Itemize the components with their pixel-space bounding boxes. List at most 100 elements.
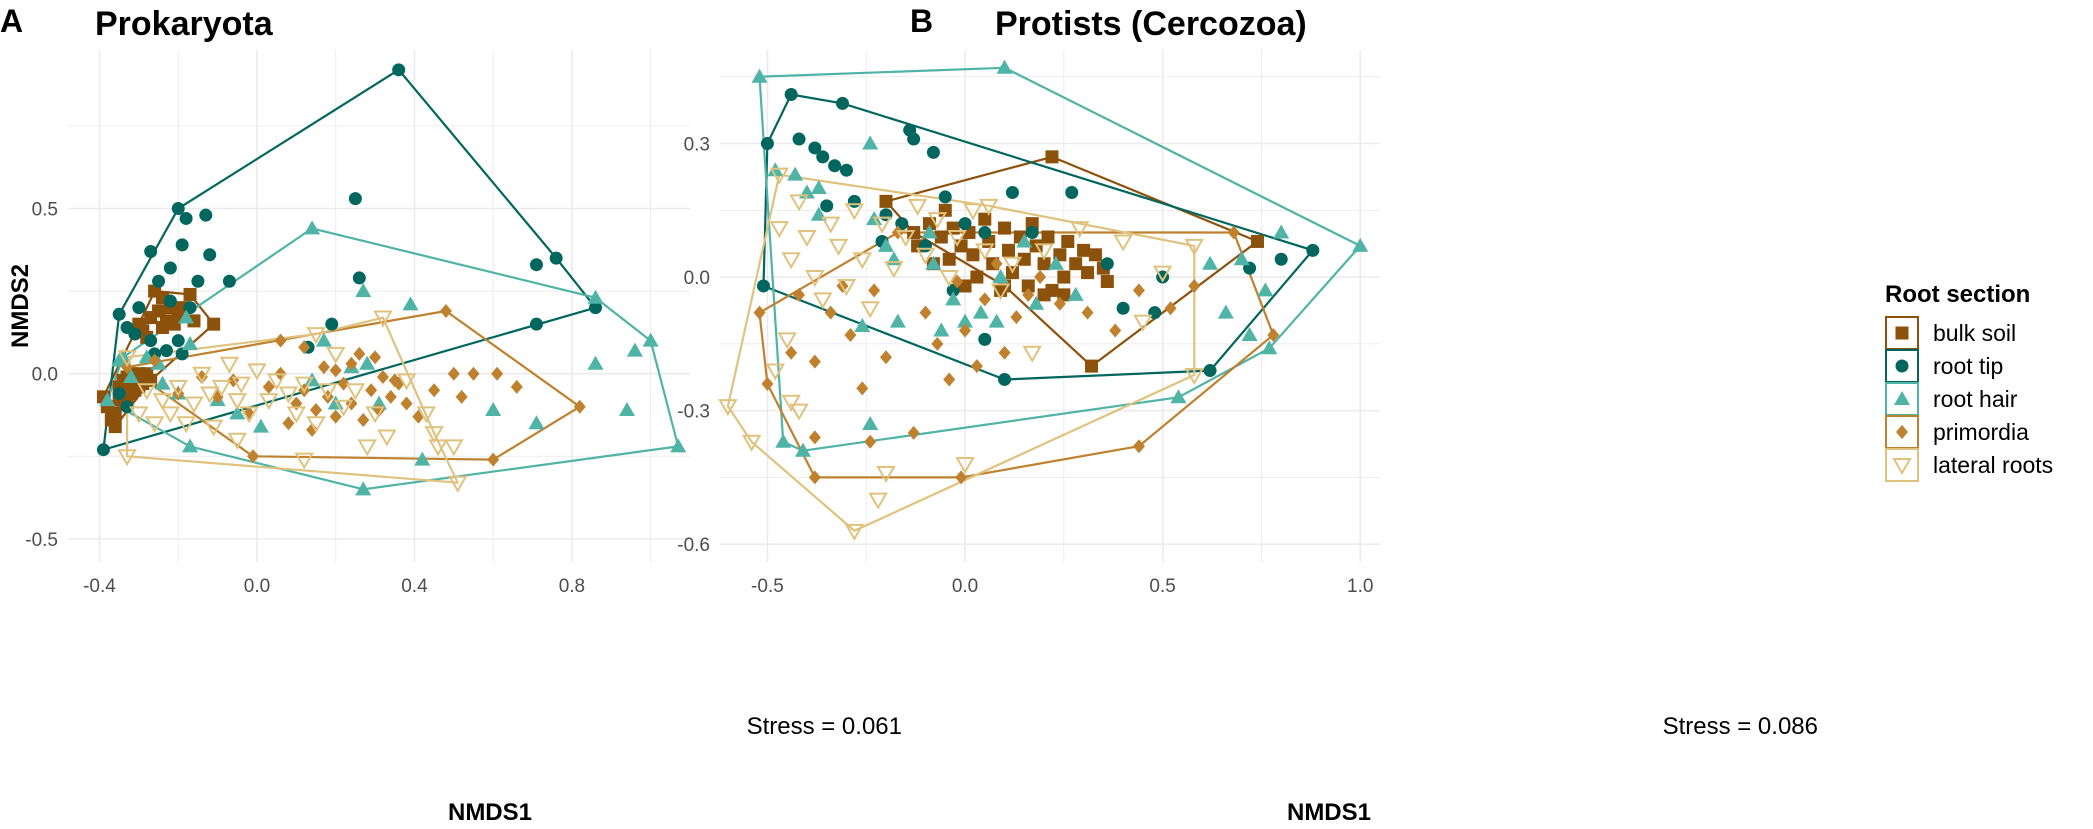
point-primordia bbox=[1132, 439, 1145, 454]
point-lateral-roots bbox=[318, 383, 338, 401]
point-bulk-soil bbox=[1250, 234, 1264, 248]
point-root-tip bbox=[199, 208, 213, 222]
point-primordia bbox=[1010, 310, 1023, 325]
point-lateral-roots bbox=[718, 399, 738, 417]
point-root-hair bbox=[1067, 286, 1084, 301]
point-root-tip bbox=[978, 332, 992, 346]
point-lateral-roots bbox=[239, 406, 259, 424]
point-lateral-roots bbox=[1133, 314, 1153, 332]
point-primordia bbox=[400, 396, 413, 411]
point-primordia bbox=[491, 366, 504, 381]
panel-a-stress-label: Stress = 0.061 bbox=[747, 713, 902, 740]
point-root-hair bbox=[111, 352, 128, 367]
point-root-tip bbox=[879, 208, 893, 222]
point-root-hair bbox=[626, 342, 643, 357]
panel-b-letter: B bbox=[910, 3, 933, 39]
hull-primordia bbox=[125, 309, 581, 461]
point-root-tip bbox=[919, 239, 933, 253]
point-lateral-roots bbox=[294, 452, 314, 470]
panel-b-x-ticks: -0.5 0.0 0.5 1.0 bbox=[751, 576, 1373, 597]
point-primordia bbox=[388, 373, 401, 388]
point-root-hair bbox=[154, 375, 171, 390]
y-tick-label: 0.0 bbox=[32, 365, 58, 386]
point-root-hair bbox=[485, 402, 502, 417]
point-bulk-soil bbox=[1069, 257, 1083, 271]
point-root-hair bbox=[371, 395, 387, 410]
point-lateral-roots bbox=[416, 406, 436, 424]
point-lateral-roots bbox=[868, 492, 888, 510]
point-lateral-roots bbox=[797, 229, 817, 248]
point-root-tip bbox=[112, 387, 126, 401]
point-lateral-roots bbox=[884, 261, 904, 279]
point-bulk-soil bbox=[1037, 288, 1051, 302]
point-primordia bbox=[919, 305, 932, 320]
point-primordia bbox=[844, 327, 857, 342]
point-root-tip bbox=[1005, 185, 1019, 199]
point-bulk-soil bbox=[934, 230, 948, 244]
point-primordia bbox=[317, 360, 330, 375]
point-lateral-roots bbox=[333, 399, 354, 417]
point-lateral-roots bbox=[266, 373, 287, 391]
point-primordia bbox=[439, 303, 452, 318]
point-lateral-roots bbox=[231, 376, 251, 394]
y-tick-label: 0.3 bbox=[684, 134, 710, 155]
point-lateral-roots bbox=[820, 216, 841, 234]
point-lateral-roots bbox=[990, 283, 1011, 301]
point-lateral-roots bbox=[192, 366, 212, 384]
point-lateral-roots bbox=[199, 386, 220, 404]
point-primordia bbox=[467, 366, 480, 381]
point-lateral-roots bbox=[211, 379, 232, 397]
point-root-hair bbox=[1261, 340, 1278, 355]
point-primordia bbox=[357, 412, 370, 427]
legend-item-root-hair: root hair bbox=[1885, 382, 2018, 416]
point-lateral-roots bbox=[844, 523, 865, 541]
point-root-tip bbox=[1274, 252, 1288, 266]
point-primordia bbox=[761, 376, 774, 391]
y-tick-label: -0.6 bbox=[677, 535, 710, 556]
point-lateral-roots bbox=[227, 432, 248, 450]
point-root-tip bbox=[549, 251, 563, 265]
point-root-tip bbox=[144, 334, 158, 348]
point-primordia bbox=[1109, 323, 1122, 338]
point-root-hair bbox=[619, 402, 636, 417]
point-primordia bbox=[907, 425, 920, 440]
point-lateral-roots bbox=[872, 216, 892, 234]
point-lateral-roots bbox=[160, 406, 181, 424]
point-bulk-soil bbox=[1100, 275, 1114, 289]
x-tick-label: 0.0 bbox=[952, 576, 978, 597]
point-root-tip bbox=[152, 274, 166, 288]
point-lateral-roots bbox=[836, 278, 857, 296]
point-primordia bbox=[970, 359, 983, 374]
point-lateral-roots bbox=[975, 243, 995, 261]
point-bulk-soil bbox=[978, 212, 992, 226]
point-primordia bbox=[384, 389, 397, 404]
point-root-tip bbox=[907, 132, 921, 146]
point-primordia bbox=[808, 430, 821, 445]
point-primordia bbox=[1164, 301, 1177, 316]
point-bulk-soil bbox=[1045, 150, 1059, 164]
point-root-hair bbox=[359, 355, 376, 370]
point-lateral-roots bbox=[805, 270, 825, 288]
point-root-hair bbox=[1233, 251, 1250, 266]
point-root-tip bbox=[1116, 301, 1130, 315]
x-tick-label: -0.4 bbox=[83, 576, 116, 597]
legend-marker-primordia bbox=[1896, 425, 1908, 439]
point-root-tip bbox=[163, 294, 177, 308]
point-root-tip bbox=[1065, 185, 1079, 199]
point-root-tip bbox=[171, 334, 185, 348]
legend-item-primordia: primordia bbox=[1885, 415, 2029, 449]
point-root-tip bbox=[120, 400, 134, 414]
panel-b-stress-label: Stress = 0.086 bbox=[1663, 713, 1818, 740]
point-lateral-roots bbox=[789, 403, 809, 421]
point-root-tip bbox=[1203, 364, 1217, 378]
point-lateral-roots bbox=[247, 363, 267, 381]
point-bulk-soil bbox=[187, 314, 201, 328]
point-lateral-roots bbox=[1002, 256, 1023, 274]
point-root-hair bbox=[794, 442, 811, 457]
point-root-tip bbox=[132, 301, 146, 315]
point-bulk-soil bbox=[1061, 234, 1075, 248]
point-root-hair bbox=[854, 318, 871, 333]
point-lateral-roots bbox=[203, 419, 224, 437]
point-root-tip bbox=[529, 317, 543, 331]
point-root-tip bbox=[839, 163, 853, 177]
